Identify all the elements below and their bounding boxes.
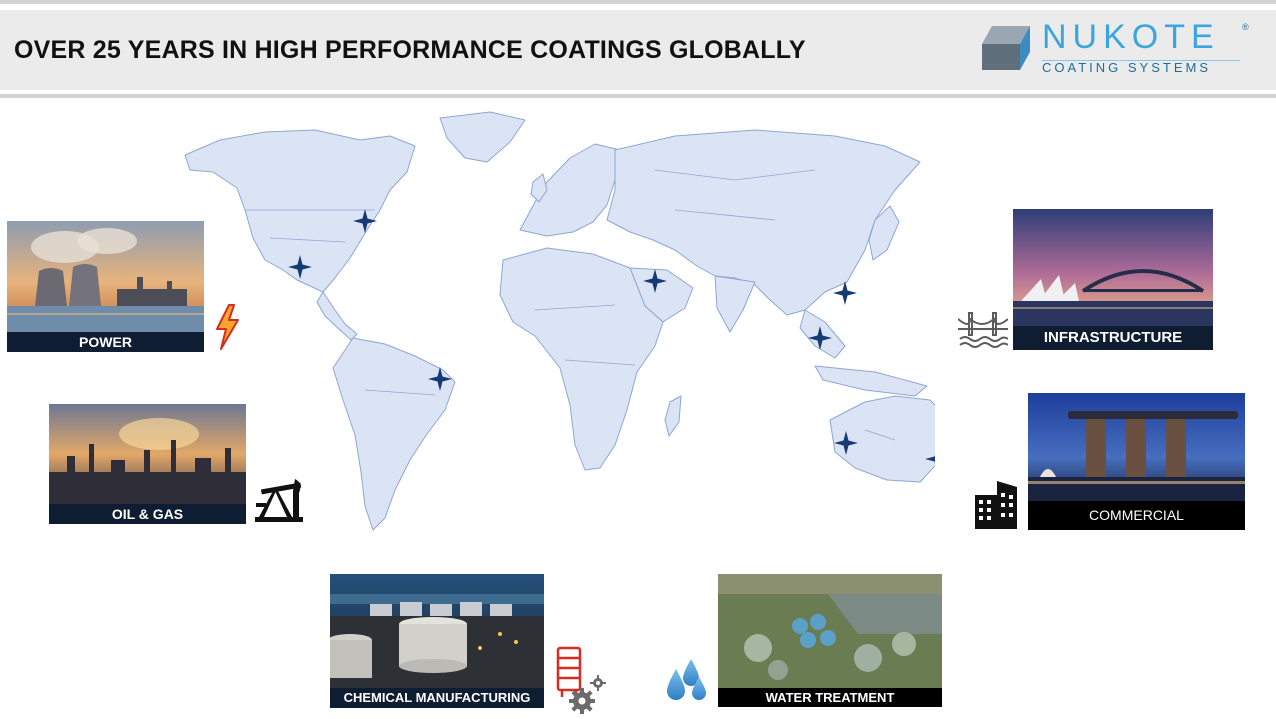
header-top-rule (0, 0, 1276, 4)
storage-tanks-photo (330, 574, 544, 688)
location-marker-icon (643, 269, 667, 293)
refinery-photo (49, 404, 246, 504)
company-logo: NUKOTE ® COATING SYSTEMS (978, 18, 1249, 80)
location-marker-icon (834, 431, 858, 455)
opera-house-bridge-photo (1013, 209, 1213, 327)
map-north-america (184, 129, 416, 293)
map-madagascar (664, 395, 682, 437)
location-marker-icon (833, 281, 857, 305)
marina-bay-photo (1028, 393, 1245, 501)
sector-label-chemical-manufacturing: CHEMICAL MANUFACTURING (330, 688, 544, 708)
office-building-icon (975, 481, 1017, 529)
location-marker-icon (353, 209, 377, 233)
water-treatment-plant-photo (718, 574, 942, 688)
logo-divider (1042, 60, 1240, 61)
page-title: OVER 25 YEARS IN HIGH PERFORMANCE COATIN… (14, 36, 806, 64)
map-greenland (439, 111, 526, 163)
sector-label-infrastructure: INFRASTRUCTURE (1013, 326, 1213, 350)
sector-card-chemical-manufacturing: CHEMICAL MANUFACTURING (330, 574, 544, 708)
oil-pumpjack-icon (255, 479, 303, 522)
sector-label-water-treatment: WATER TREATMENT (718, 688, 942, 707)
map-central-america (316, 291, 358, 341)
power-plant-photo (7, 221, 204, 332)
logo-wordmark: NUKOTE (1042, 18, 1220, 56)
map-japan (868, 205, 900, 261)
map-asia (606, 129, 921, 316)
sector-card-commercial: COMMERCIAL (1028, 393, 1245, 530)
map-africa (499, 247, 664, 471)
location-marker-icon (808, 326, 832, 350)
factory-gear-icon (556, 646, 606, 714)
logo-registered-mark: ® (1242, 22, 1249, 32)
map-indonesia (814, 365, 928, 397)
logo-cube-icon (982, 26, 1030, 70)
map-australia (829, 395, 935, 483)
map-uk (530, 173, 548, 203)
sector-card-infrastructure: INFRASTRUCTURE (1013, 209, 1213, 350)
header-bottom-rule (0, 94, 1276, 98)
location-marker-icon (428, 367, 452, 391)
water-drops-icon (667, 659, 706, 700)
sector-label-oil-gas: OIL & GAS (49, 504, 246, 524)
sector-card-oil-gas: OIL & GAS (49, 404, 246, 524)
bridge-icon (958, 312, 1008, 348)
logo-tagline: COATING SYSTEMS (1042, 60, 1211, 75)
map-india (714, 275, 756, 333)
world-map (184, 111, 935, 531)
sector-label-power: POWER (7, 332, 204, 352)
location-marker-icon (925, 454, 935, 464)
map-se-asia (799, 309, 846, 359)
header-bar (0, 10, 1276, 90)
sector-card-water-treatment: WATER TREATMENT (718, 574, 942, 707)
sector-label-commercial: COMMERCIAL (1028, 501, 1245, 530)
sector-card-power: POWER (7, 221, 204, 352)
lightning-bolt-icon (216, 304, 239, 350)
map-south-america (332, 337, 456, 531)
location-marker-icon (288, 255, 312, 279)
